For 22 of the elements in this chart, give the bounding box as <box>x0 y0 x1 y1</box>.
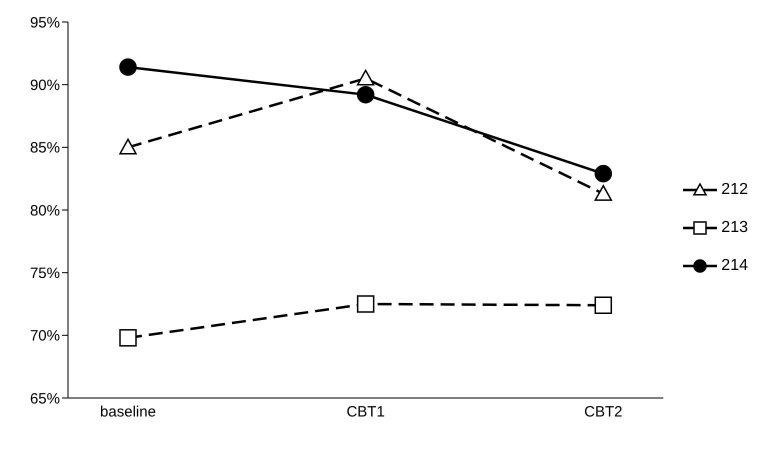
legend-label: 214 <box>721 257 748 275</box>
point <box>594 296 612 314</box>
y-tick-label: 75% <box>30 264 60 282</box>
point <box>594 164 612 182</box>
legend-label: 213 <box>721 219 748 237</box>
legend-label: 212 <box>721 181 748 199</box>
y-tick-label: 80% <box>30 202 60 220</box>
x-tick-label: baseline <box>100 404 156 421</box>
point <box>356 86 374 104</box>
y-tick-label: 65% <box>30 390 60 408</box>
x-tick-label: CBT2 <box>584 404 622 421</box>
y-tick-label: 70% <box>30 328 60 345</box>
y-tick-label: 90% <box>30 76 60 94</box>
y-tick-label: 95% <box>30 14 60 32</box>
point <box>594 184 612 201</box>
point <box>119 58 137 76</box>
point <box>119 138 137 154</box>
point <box>356 295 374 313</box>
x-tick-label: CBT1 <box>346 404 385 421</box>
y-tick-label: 85% <box>30 140 60 157</box>
point <box>356 70 374 86</box>
point <box>119 329 137 347</box>
